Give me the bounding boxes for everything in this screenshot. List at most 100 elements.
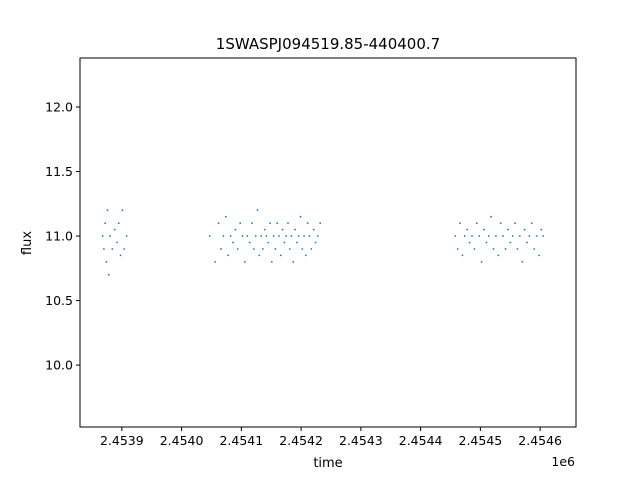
data-point	[504, 248, 507, 250]
data-point	[117, 222, 120, 225]
data-point	[511, 235, 514, 237]
data-point	[530, 222, 533, 225]
data-point	[270, 261, 273, 263]
data-point	[276, 222, 279, 225]
data-point	[471, 235, 473, 237]
data-point	[303, 235, 305, 237]
x-axis-offset-label: 1e6	[551, 454, 575, 469]
x-tick-label: 2.4540	[160, 433, 204, 448]
data-point	[258, 254, 261, 257]
data-point	[105, 261, 108, 263]
data-point	[292, 261, 295, 263]
data-point	[123, 248, 126, 250]
data-point	[468, 241, 471, 244]
data-point	[121, 209, 124, 212]
data-point	[256, 209, 259, 212]
data-point	[485, 241, 488, 244]
data-point	[499, 222, 502, 225]
x-tick-label: 2.4544	[399, 433, 443, 448]
data-point	[478, 235, 481, 237]
data-point	[107, 273, 110, 276]
chart-title: 1SWASPJ094519.85-440400.7	[216, 35, 440, 53]
data-point	[542, 235, 544, 237]
x-tick-label: 2.4546	[518, 433, 562, 448]
data-point	[526, 241, 528, 244]
data-point	[310, 248, 313, 250]
data-point	[269, 222, 271, 225]
data-point	[262, 248, 264, 250]
data-point	[316, 235, 319, 237]
data-point	[229, 235, 232, 237]
data-point	[473, 248, 476, 250]
data-point	[111, 248, 114, 250]
data-point	[490, 215, 492, 218]
data-point	[528, 235, 531, 237]
data-point	[274, 248, 277, 250]
data-point	[244, 261, 246, 263]
data-point	[260, 235, 262, 237]
data-point	[283, 241, 286, 244]
data-point	[263, 228, 266, 231]
data-point	[483, 228, 485, 231]
data-point	[290, 235, 293, 237]
scatter-points	[101, 209, 544, 276]
data-point	[214, 261, 217, 263]
data-point	[507, 228, 509, 231]
data-point	[314, 241, 317, 244]
x-axis-label: time	[313, 456, 342, 471]
data-point	[251, 222, 254, 225]
data-point	[272, 235, 275, 237]
data-point	[278, 235, 280, 237]
data-point	[466, 228, 469, 231]
data-point	[319, 222, 322, 225]
y-tick-label: 12.0	[45, 100, 73, 115]
data-point	[285, 235, 288, 237]
data-point	[267, 241, 270, 244]
data-point	[301, 248, 304, 250]
data-point	[514, 222, 516, 225]
x-tick-label: 2.4545	[459, 433, 503, 448]
data-point	[287, 222, 289, 225]
data-point	[227, 254, 230, 257]
data-point	[297, 235, 300, 237]
data-point	[217, 222, 220, 225]
data-point	[308, 235, 311, 237]
data-point	[299, 215, 302, 218]
y-tick-label: 10.0	[45, 358, 73, 373]
data-point	[521, 261, 524, 263]
data-point	[125, 235, 128, 237]
data-point	[516, 248, 519, 250]
x-tick-label: 2.4539	[100, 433, 144, 448]
data-point	[103, 248, 105, 250]
data-point	[305, 254, 307, 257]
data-point	[248, 241, 251, 244]
data-point	[246, 235, 249, 237]
data-point	[208, 235, 211, 237]
data-point	[456, 248, 459, 250]
data-point	[101, 235, 104, 237]
data-point	[109, 235, 111, 237]
data-point	[492, 248, 495, 250]
data-point	[463, 235, 466, 237]
data-point	[241, 235, 244, 237]
data-point	[475, 222, 478, 225]
data-point	[518, 235, 521, 237]
data-point	[236, 248, 239, 250]
data-point	[294, 228, 296, 231]
y-axis-ticks: 10.0 10.5 11.0 11.5 12.0	[45, 100, 80, 373]
data-point	[495, 235, 497, 237]
data-point	[119, 254, 122, 257]
data-point	[533, 248, 536, 250]
data-point	[279, 254, 282, 257]
data-point	[540, 228, 543, 231]
data-point	[296, 241, 298, 244]
data-point	[487, 235, 490, 237]
y-tick-label: 11.5	[45, 164, 73, 179]
data-point	[224, 215, 227, 218]
data-point	[239, 222, 242, 225]
data-point	[454, 235, 457, 237]
data-point	[509, 241, 512, 244]
x-tick-label: 2.4543	[339, 433, 383, 448]
data-point	[306, 222, 309, 225]
